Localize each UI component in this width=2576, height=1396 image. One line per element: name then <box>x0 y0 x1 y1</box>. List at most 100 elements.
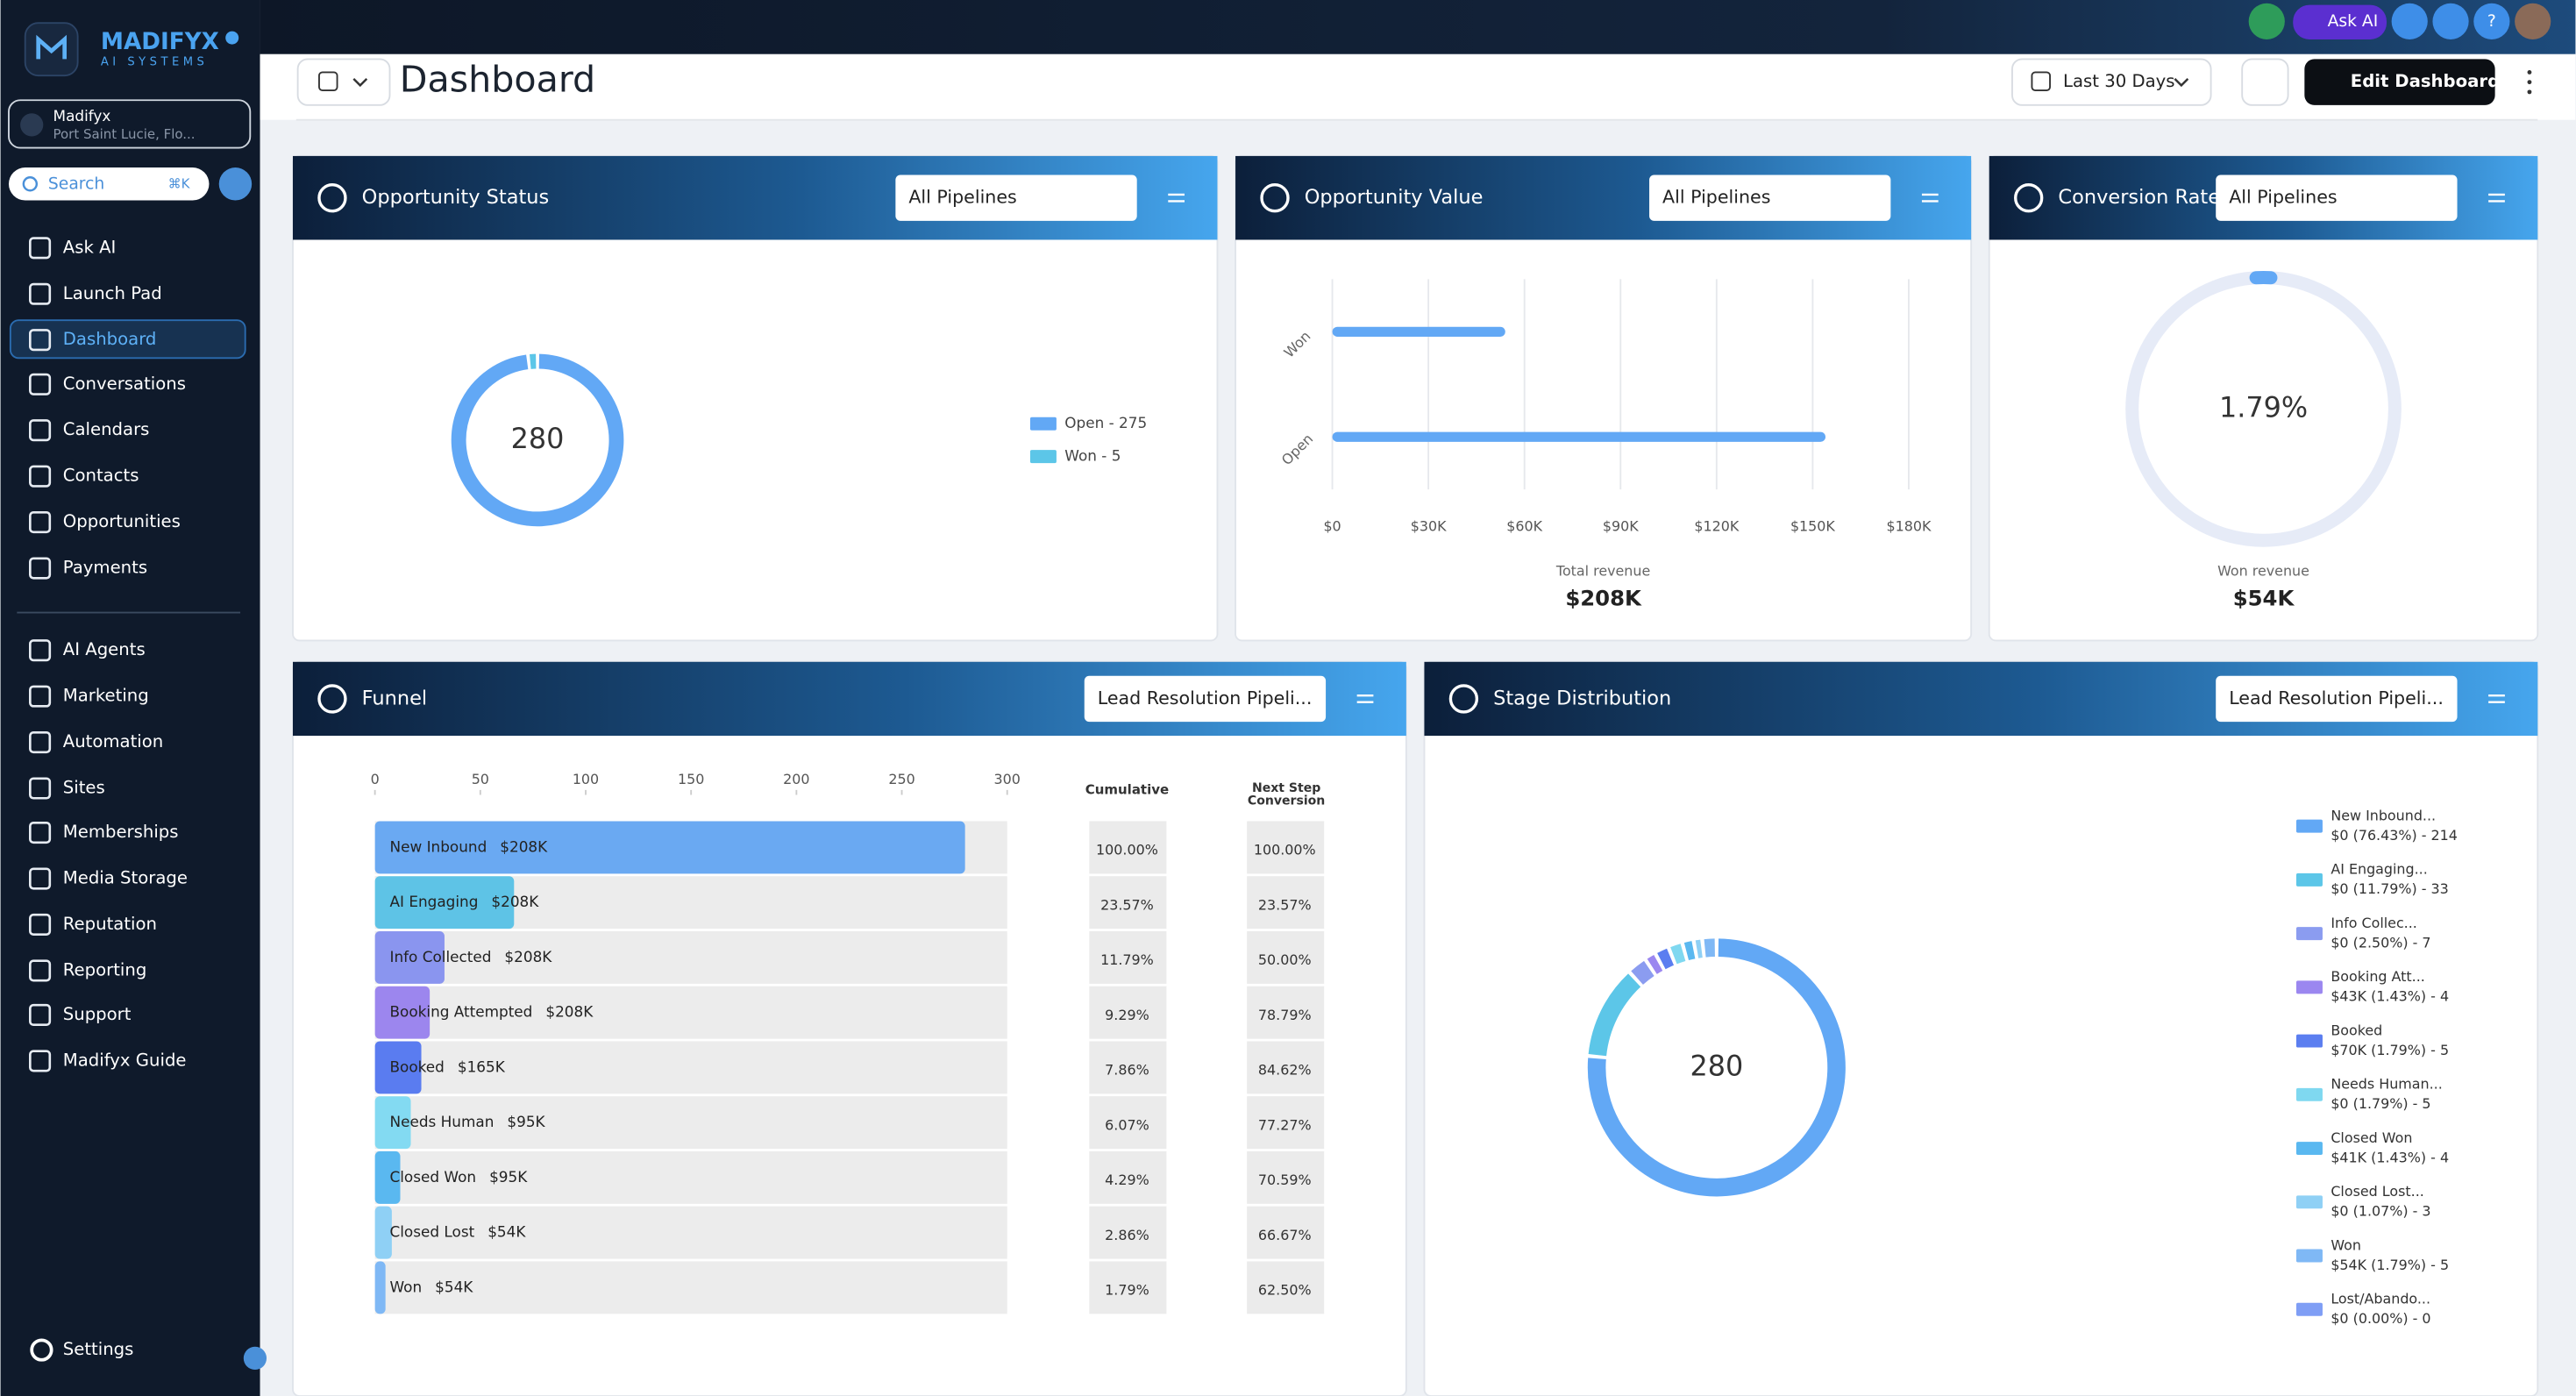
help-button[interactable] <box>2473 3 2510 39</box>
icon-button[interactable] <box>2391 3 2428 39</box>
pipeline-filter[interactable] <box>895 174 1137 221</box>
nav-item[interactable]: Calendars <box>63 419 150 439</box>
next-step-cell <box>1247 876 1325 929</box>
ask-ai-button[interactable] <box>2293 4 2387 39</box>
nav-item[interactable]: Dashboard <box>63 329 157 349</box>
search-placeholder: Search <box>48 174 104 193</box>
filter-icon[interactable] <box>1168 193 1185 203</box>
nav-item[interactable]: Contacts <box>63 466 139 486</box>
next-step-value: 50.00% <box>1258 951 1312 968</box>
legend-name: AI Engaging... <box>2330 861 2427 878</box>
collapse-button[interactable] <box>243 1346 267 1371</box>
profile-button[interactable] <box>218 167 253 201</box>
legend-swatch <box>2295 872 2323 887</box>
stage-amount: $208K <box>491 893 539 910</box>
pipeline-filter-label: All Pipelines <box>1662 187 1770 208</box>
caption: Won revenue <box>2217 562 2309 579</box>
filter-icon[interactable] <box>1921 193 1939 203</box>
column-header-box: Next Step Conversion <box>1248 782 1325 808</box>
legend-name: Closed Lost... <box>2330 1183 2424 1200</box>
layout-icon <box>318 71 338 91</box>
x-tick-label: $60K <box>1506 518 1542 535</box>
nav-icon <box>29 959 52 982</box>
stage-name: New Inbound <box>390 837 487 855</box>
column-header: Cumulative <box>1085 781 1169 797</box>
next-step-cell <box>1247 1261 1325 1314</box>
next-step-cell <box>1247 821 1325 874</box>
pipeline-filter[interactable] <box>2216 675 2458 723</box>
nav-item[interactable]: Conversations <box>63 374 186 394</box>
legend-swatch <box>2295 1142 2323 1156</box>
legend-detail: $0 (1.79%) - 5 <box>2330 1095 2430 1112</box>
donut-segment <box>451 353 624 527</box>
stage-amount: $165K <box>458 1058 506 1075</box>
nav-icon <box>29 465 52 488</box>
nav-item[interactable]: Madifyx Guide <box>63 1050 187 1070</box>
bar-track <box>374 1206 1007 1259</box>
ask-ai-label: Ask AI <box>2328 12 2379 31</box>
cumulative-cell <box>1089 986 1167 1039</box>
total-value: $54K <box>2233 586 2295 611</box>
pipeline-filter[interactable] <box>1649 174 1891 221</box>
nav-icon <box>29 685 52 708</box>
stage-name: Booking Attempted <box>390 1003 533 1021</box>
x-tick-label: 300 <box>994 771 1021 787</box>
nav-item[interactable]: Memberships <box>63 822 179 842</box>
top-bar <box>260 0 2576 54</box>
cumulative-cell <box>1089 821 1167 874</box>
nav-item[interactable]: Reporting <box>63 959 147 979</box>
next-step-value: 100.00% <box>1254 842 1316 858</box>
nav-item[interactable]: Support <box>63 1004 132 1024</box>
cumulative-cell <box>1089 1261 1167 1314</box>
bar-track <box>374 1150 1007 1204</box>
legend-swatch <box>2295 1034 2323 1048</box>
filter-icon[interactable] <box>2488 694 2505 703</box>
nav-icon <box>29 1003 52 1027</box>
stage-name: AI Engaging <box>390 893 479 910</box>
layout-toggle[interactable] <box>296 58 391 106</box>
account-box[interactable] <box>8 99 252 149</box>
nav-item[interactable]: Automation <box>63 731 163 751</box>
edit-dashboard-button[interactable] <box>2304 59 2495 105</box>
cumulative-value: 7.86% <box>1105 1062 1149 1079</box>
nav-item[interactable]: Media Storage <box>63 868 188 888</box>
filter-icon[interactable] <box>2488 193 2505 203</box>
nav-item[interactable]: Ask AI <box>63 237 117 257</box>
legend-swatch <box>1029 417 1057 431</box>
widget-title: Opportunity Status <box>362 186 550 209</box>
icon-button[interactable] <box>2432 3 2469 39</box>
total-value: $208K <box>1565 586 1642 611</box>
search-box[interactable] <box>8 167 210 201</box>
nav-item[interactable]: Opportunities <box>63 511 181 531</box>
stage-name: Closed Lost <box>390 1223 475 1241</box>
phone-button[interactable] <box>2248 3 2285 39</box>
filter-icon[interactable] <box>1356 694 1374 703</box>
nav-item[interactable]: AI Agents <box>63 639 146 659</box>
caption: Total revenue <box>1555 562 1650 579</box>
nav-item[interactable]: Launch Pad <box>63 283 162 303</box>
nav-item[interactable]: Reputation <box>63 914 157 934</box>
legend-name: Booked <box>2330 1022 2382 1038</box>
nav-item[interactable]: Sites <box>63 778 105 798</box>
nav-item[interactable]: Marketing <box>63 686 149 706</box>
pipeline-filter-label: Lead Resolution Pipeli... <box>2229 687 2444 709</box>
donut-segment <box>1704 938 1716 958</box>
nav-icon <box>29 1050 52 1072</box>
nav-icon <box>29 419 52 442</box>
legend-name: Info Collec... <box>2330 915 2417 931</box>
legend-label: Open - 275 <box>1064 414 1147 431</box>
pipeline-filter[interactable] <box>1084 675 1327 723</box>
date-range-button[interactable] <box>2011 58 2212 106</box>
bar-track <box>374 986 1007 1039</box>
calendar-icon <box>2031 71 2051 91</box>
magic-button[interactable] <box>2241 58 2289 106</box>
bar <box>1332 326 1505 337</box>
legend-detail: $70K (1.79%) - 5 <box>2330 1042 2449 1058</box>
search-icon <box>22 176 39 192</box>
more-dot <box>2527 69 2532 75</box>
legend-name: Needs Human... <box>2330 1076 2442 1093</box>
nav-item[interactable]: Settings <box>63 1339 134 1359</box>
account-name: Madifyx <box>53 107 111 125</box>
pipeline-filter[interactable] <box>2216 174 2458 221</box>
nav-item[interactable]: Payments <box>63 558 147 578</box>
